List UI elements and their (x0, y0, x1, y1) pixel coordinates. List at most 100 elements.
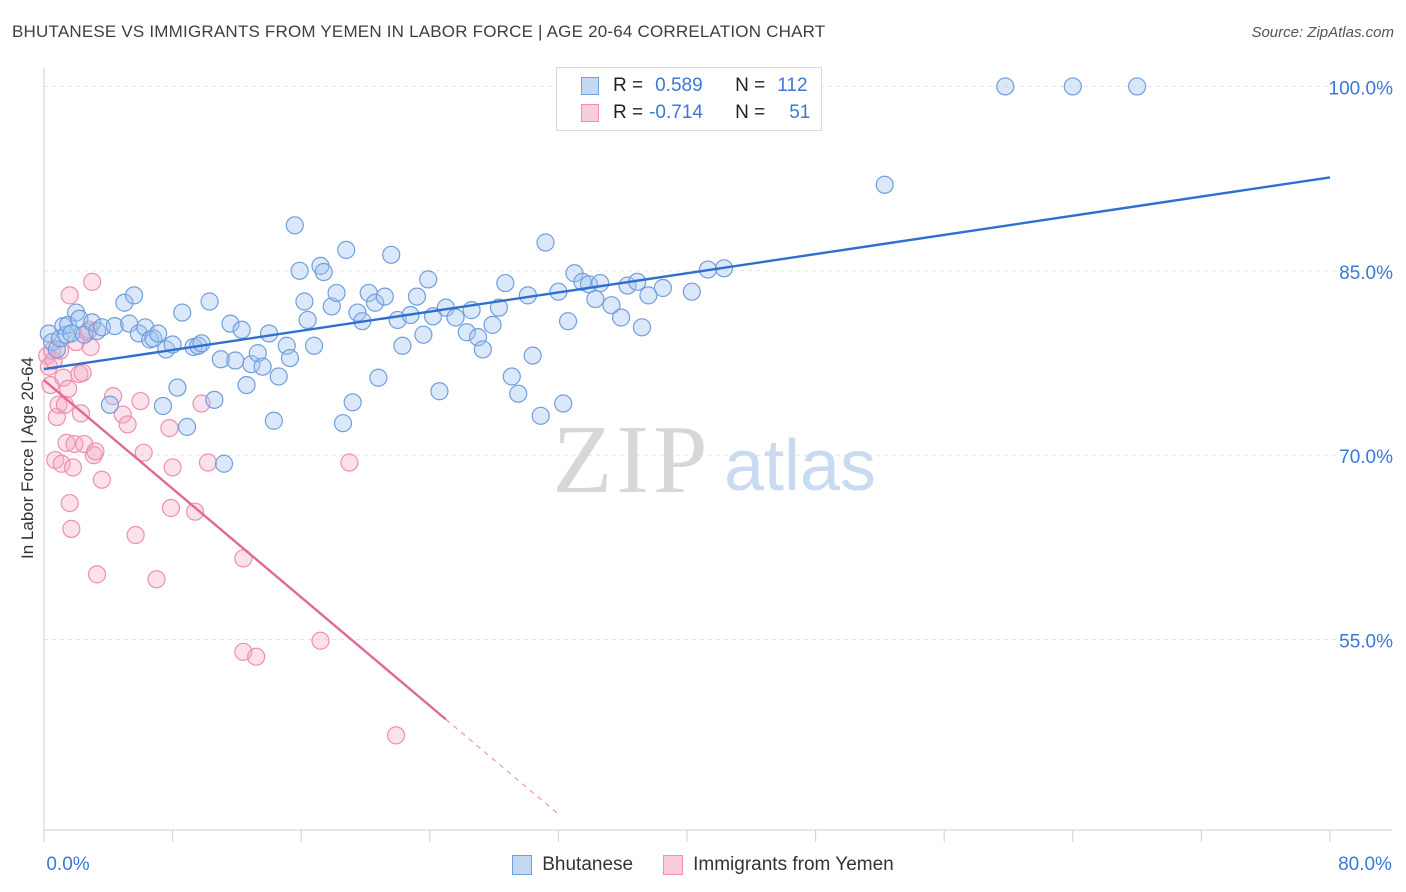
data-point-bhutanese (446, 308, 465, 327)
data-point-yemen (147, 570, 166, 589)
data-point-bhutanese (221, 314, 240, 333)
data-point-yemen (163, 458, 182, 477)
data-point-yemen (186, 502, 205, 521)
data-point-yemen (118, 415, 137, 434)
data-point-bhutanese (100, 395, 120, 414)
data-point-bhutanese (295, 292, 314, 311)
data-point-yemen (340, 453, 359, 472)
data-point-bhutanese (333, 414, 353, 433)
data-point-bhutanese (632, 318, 652, 337)
data-point-yemen (92, 470, 111, 489)
legend-r-label: R = (613, 102, 644, 123)
data-point-bhutanese (192, 334, 211, 353)
series-yemen-points (38, 272, 406, 745)
legend-n-label: N = (735, 75, 766, 96)
y-tick-label: 100.0% (1329, 78, 1394, 99)
data-point-bhutanese (382, 245, 401, 264)
watermark: ZIP atlas (553, 406, 877, 514)
data-point-bhutanese (348, 303, 367, 322)
data-point-bhutanese (237, 375, 256, 395)
data-point-bhutanese (168, 378, 187, 397)
data-point-bhutanese (47, 340, 66, 359)
data-point-bhutanese (430, 382, 449, 401)
data-point-bhutanese (375, 287, 394, 306)
legend-swatch-bhutanese (581, 77, 599, 95)
data-point-yemen (73, 363, 92, 382)
data-point-bhutanese (682, 282, 701, 301)
data-point-yemen (60, 493, 79, 513)
data-point-bhutanese (211, 350, 230, 369)
data-point-bhutanese (489, 298, 509, 317)
data-point-yemen (126, 525, 145, 545)
data-point-bhutanese (200, 292, 219, 311)
data-point-bhutanese (523, 346, 542, 365)
axes (43, 68, 1392, 842)
data-point-bhutanese (536, 233, 555, 252)
legend-label-yemen: Immigrants from Yemen (693, 854, 894, 875)
data-point-bhutanese (92, 318, 111, 337)
watermark-zip: ZIP (553, 406, 712, 514)
data-point-bhutanese (611, 308, 631, 327)
data-point-yemen (59, 379, 78, 398)
data-point-bhutanese (314, 262, 333, 282)
data-point-yemen (113, 405, 132, 424)
source-note: Source: ZipAtlas.com (1251, 24, 1394, 41)
data-point-bhutanese (407, 287, 427, 306)
data-point-yemen (386, 726, 406, 745)
trend-line-yemen-extrapolated (445, 718, 559, 815)
data-point-bhutanese (996, 77, 1015, 96)
legend-n-value-yemen: 51 (789, 102, 811, 123)
data-point-bhutanese (473, 340, 492, 359)
data-point-bhutanese (558, 312, 578, 331)
tick-labels: 55.0% 70.0% 85.0% 100.0% 0.0% 80.0% (46, 78, 1393, 875)
grid-lines (44, 85, 1392, 640)
data-point-bhutanese (639, 286, 658, 305)
legend-item-bhutanese: Bhutanese (512, 854, 633, 876)
data-point-bhutanese (173, 303, 192, 322)
watermark-atlas: atlas (724, 426, 876, 506)
data-point-bhutanese (554, 394, 573, 413)
data-point-bhutanese (1127, 77, 1147, 96)
legend-r-value-yemen: -0.714 (649, 102, 703, 123)
legend-swatch-yemen (581, 104, 599, 122)
x-tick-label-min: 0.0% (46, 854, 89, 875)
data-point-bhutanese (322, 297, 341, 316)
legend-r-label: R = (613, 75, 644, 96)
data-point-bhutanese (62, 324, 81, 343)
legend-swatch-yemen (663, 855, 684, 875)
data-point-yemen (49, 395, 68, 414)
data-point-yemen (160, 419, 179, 438)
data-point-bhutanese (264, 411, 283, 430)
data-point-bhutanese (253, 357, 272, 376)
data-point-bhutanese (337, 240, 356, 259)
data-point-bhutanese (285, 216, 304, 235)
data-point-bhutanese (531, 406, 550, 425)
y-tick-label: 70.0% (1339, 447, 1393, 468)
data-point-yemen (86, 442, 105, 461)
data-point-bhutanese (369, 368, 388, 387)
y-tick-label: 85.0% (1339, 263, 1393, 284)
data-point-bhutanese (393, 336, 412, 355)
data-point-yemen (134, 443, 153, 462)
data-point-bhutanese (496, 273, 515, 293)
data-point-bhutanese (1063, 77, 1082, 96)
data-point-bhutanese (83, 313, 102, 332)
data-point-bhutanese (205, 390, 224, 409)
data-point-bhutanese (653, 278, 672, 298)
data-point-bhutanese (502, 367, 521, 386)
data-point-bhutanese (591, 273, 610, 293)
data-point-bhutanese (105, 316, 124, 336)
legend-swatch-bhutanese (512, 855, 533, 875)
data-point-bhutanese (153, 396, 173, 416)
data-point-yemen (63, 458, 83, 477)
data-point-yemen (83, 272, 102, 291)
data-point-bhutanese (602, 296, 621, 315)
data-point-bhutanese (226, 351, 245, 370)
data-point-yemen (44, 351, 63, 370)
y-axis-label: In Labor Force | Age 20-64 (18, 357, 37, 559)
data-point-bhutanese (280, 348, 300, 368)
data-point-yemen (60, 286, 79, 305)
data-point-bhutanese (248, 344, 267, 363)
data-point-bhutanese (298, 310, 317, 330)
